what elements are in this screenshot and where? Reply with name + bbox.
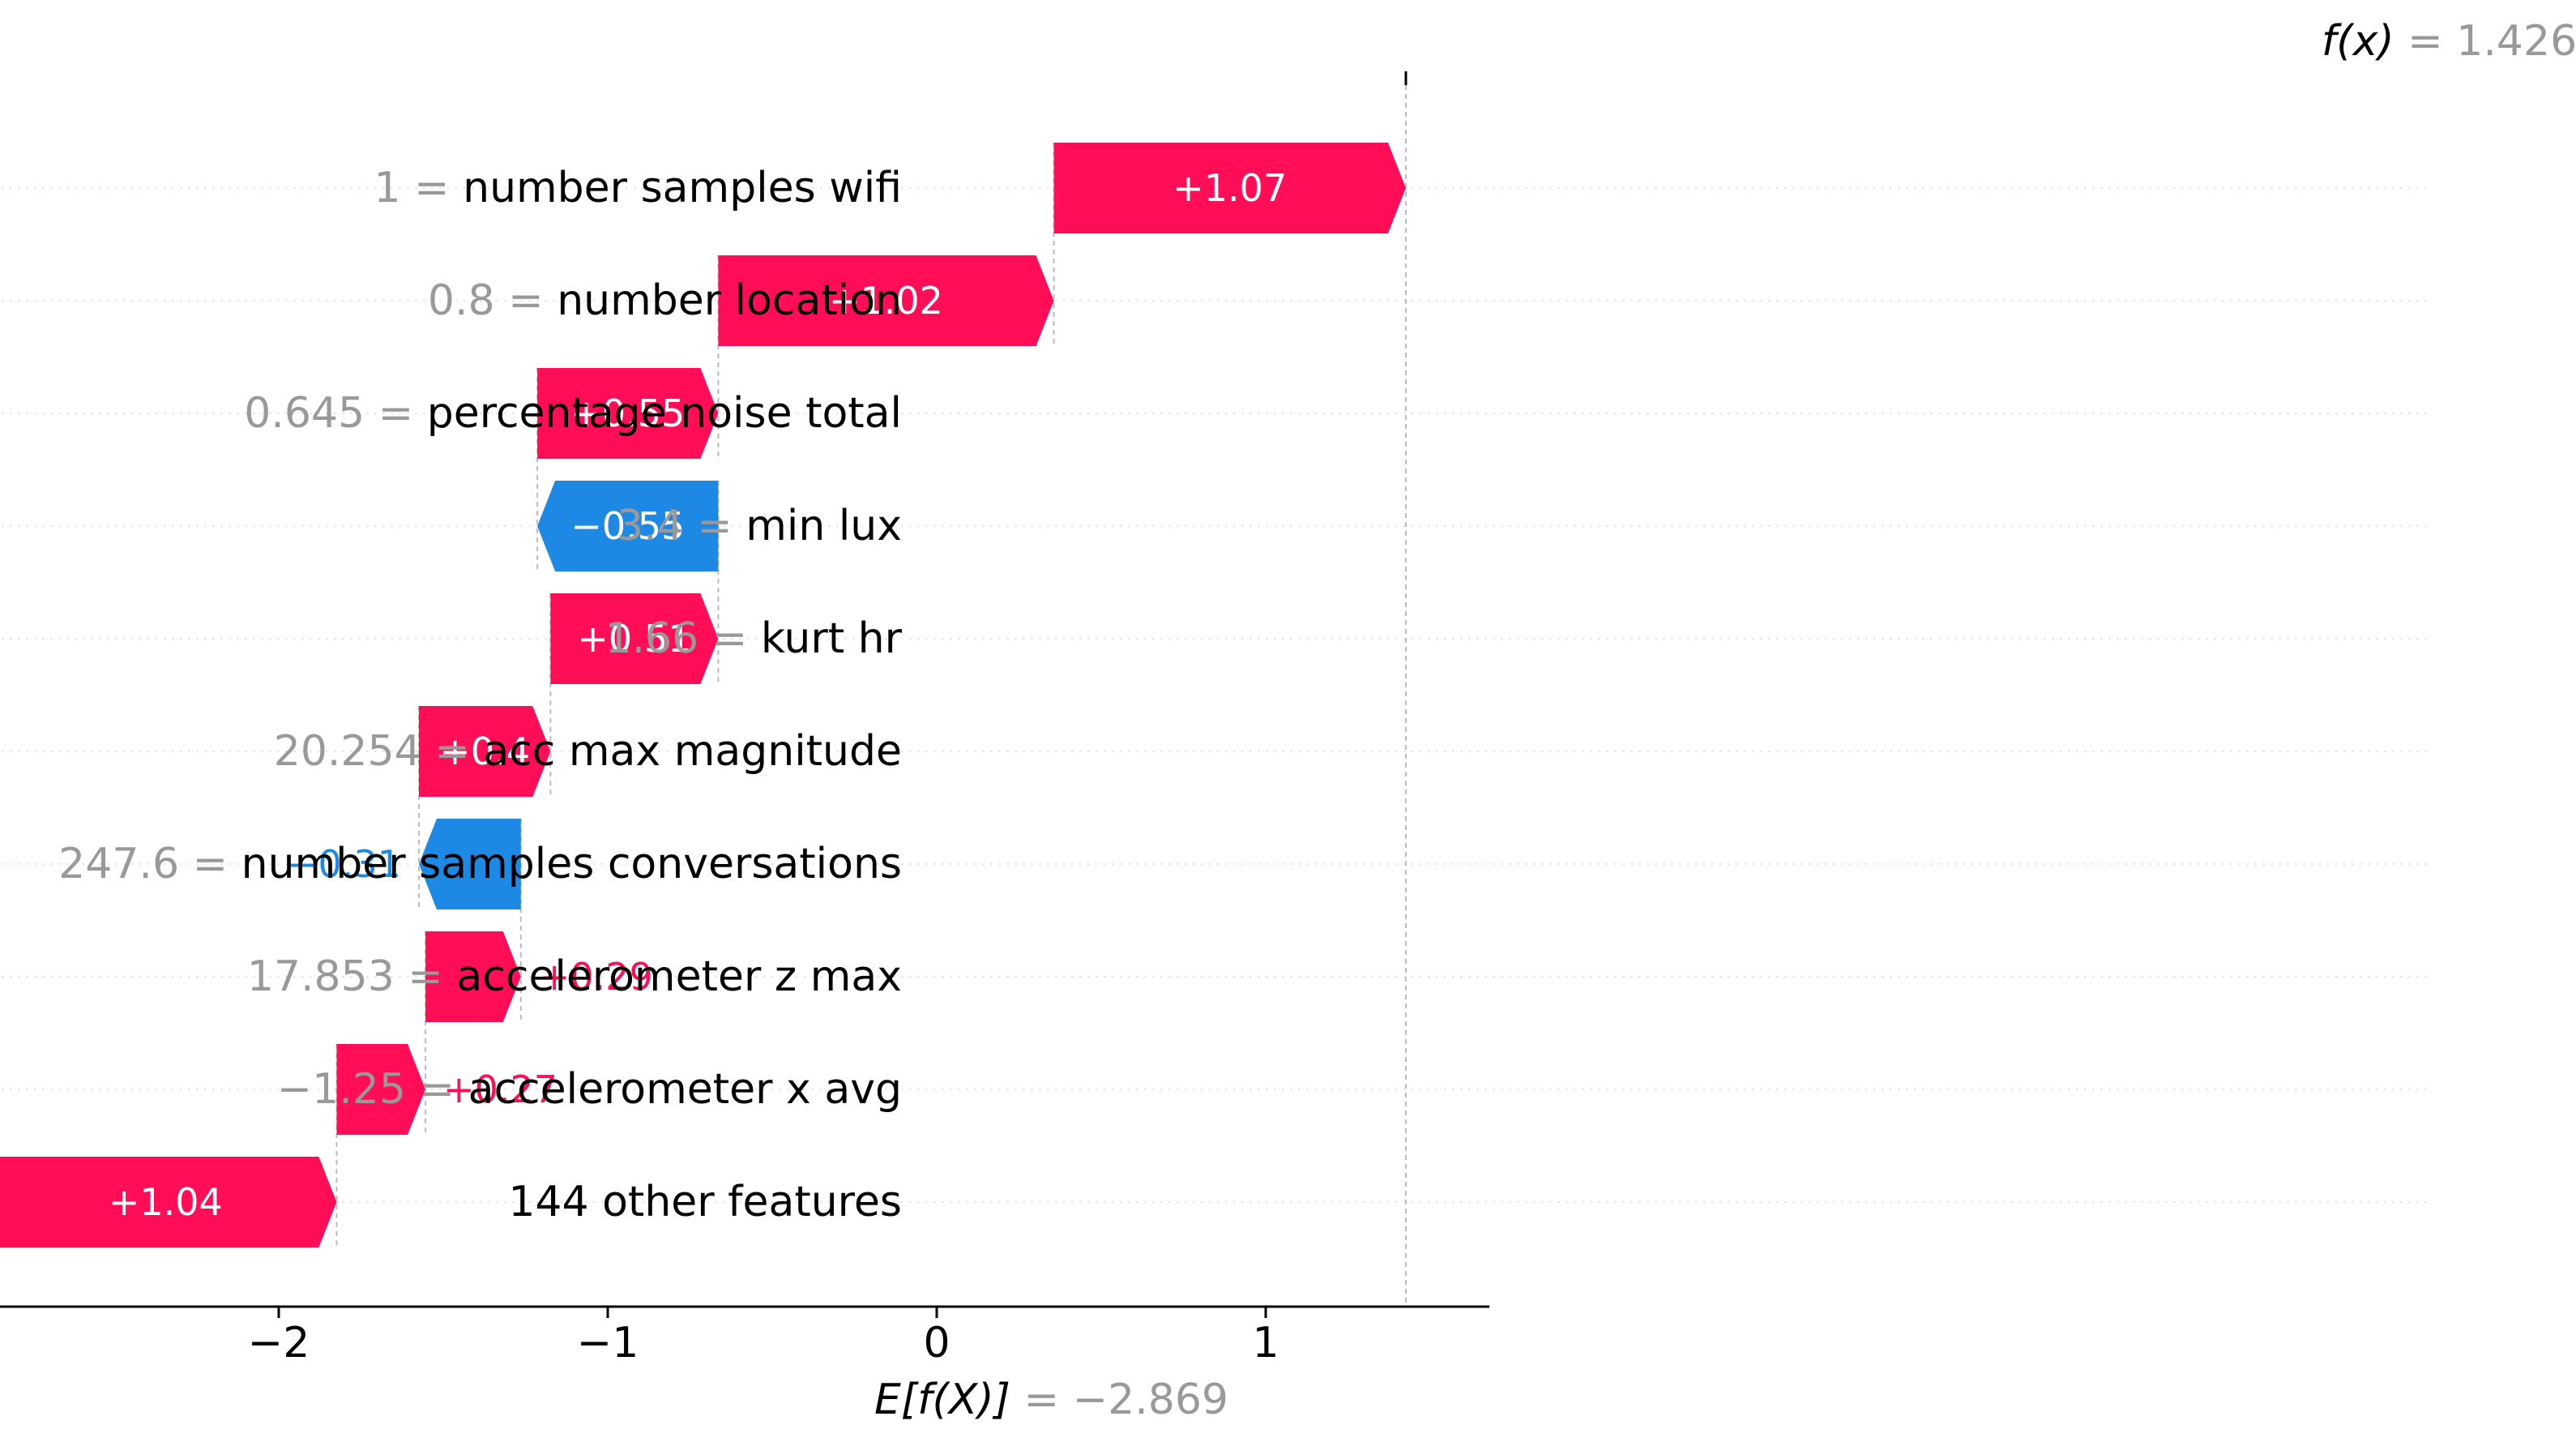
bar-value-label-2: +1.02 — [829, 279, 943, 323]
annotation-value: = 1.426 — [2394, 17, 2576, 66]
feature-value: 17.853 = — [247, 952, 457, 1001]
feature-value: 1.66 = — [604, 614, 760, 663]
feature-name: min lux — [745, 502, 902, 550]
feature-label-10: 144 other features — [508, 1178, 902, 1226]
bar-value-label-10: +1.04 — [109, 1180, 223, 1224]
bar-value-label-3: +0.55 — [570, 392, 685, 435]
annotation-value: = −2.869 — [1010, 1376, 1228, 1424]
bar-value-label-8: +0.29 — [539, 955, 653, 999]
bar-6 — [418, 706, 551, 797]
reference-lines-layer — [335, 71, 1408, 1307]
bar-value-label-1: +1.07 — [1173, 166, 1287, 210]
x-tick-label: −1 — [577, 1319, 639, 1367]
bar-2 — [718, 255, 1054, 346]
feature-name: percentage noise total — [427, 389, 902, 438]
feature-value: 247.6 = — [58, 840, 241, 888]
bar-5 — [550, 593, 719, 684]
bar-value-label-7: −0.31 — [287, 842, 401, 886]
feature-label-2: 0.8 = number location — [428, 276, 902, 325]
feature-label-8: 17.853 = accelerometer z max — [247, 952, 902, 1001]
feature-name: number samples wifi — [463, 164, 902, 212]
x-axis-layer: −2 −1 0 1 — [0, 1305, 1490, 1367]
bar-9 — [336, 1044, 426, 1135]
bar-value-label-5: +0.51 — [577, 617, 691, 661]
bar-4 — [537, 481, 719, 571]
feature-label-4: 3.4 = min lux — [617, 502, 902, 550]
feature-label-6: 20.254 = acc max magnitude — [274, 727, 902, 776]
bar-3 — [537, 368, 719, 459]
feature-value: 1 = — [374, 164, 463, 212]
x-tick-label: −2 — [248, 1319, 310, 1367]
annotations-layer: f(x) = 1.426 E[f(X)] = −2.869 — [874, 17, 2576, 1424]
bar-value-label-9: +0.27 — [443, 1068, 557, 1111]
feature-name: number location — [557, 276, 902, 325]
feature-value: 20.254 = — [274, 727, 484, 776]
feature-value: 0.645 = — [244, 389, 427, 438]
feature-name: kurt hr — [761, 614, 903, 663]
bar-10 — [0, 1157, 337, 1247]
bars-layer: +1.07 +1.02 +0.55 −0.55 +0.51 +0.4 −0.31 +0.29 +… — [0, 143, 1406, 1247]
feature-name: 144 other features — [508, 1178, 902, 1226]
feature-label-3: 0.645 = percentage noise total — [244, 389, 902, 438]
bar-value-label-4: −0.55 — [570, 504, 685, 548]
base-value-annotation: E[f(X)] = −2.869 — [874, 1376, 1228, 1424]
feature-label-9: −1.25 = accelerometer x avg — [277, 1065, 902, 1114]
bar-8 — [425, 931, 521, 1022]
feature-value: 3.4 = — [617, 502, 745, 550]
feature-label-7: 247.6 = number samples conversations — [58, 840, 902, 888]
feature-label-5: 1.66 = kurt hr — [604, 614, 902, 663]
grid-layer — [0, 187, 2431, 1203]
feature-name: accelerometer x avg — [468, 1065, 902, 1114]
annotation-label: f(x) — [2322, 17, 2394, 66]
feature-name: acc max magnitude — [483, 727, 902, 776]
feature-value: 0.8 = — [428, 276, 557, 325]
x-tick-label: 1 — [1252, 1319, 1279, 1367]
feature-labels-layer: 1 = number samples wifi 0.8 = number loca… — [58, 164, 902, 1226]
output-value-annotation: f(x) = 1.426 — [2322, 17, 2576, 66]
bar-7 — [418, 819, 521, 909]
feature-name: accelerometer z max — [456, 952, 902, 1001]
feature-name: number samples conversations — [241, 840, 902, 888]
bar-1 — [1053, 143, 1406, 233]
feature-value: −1.25 = — [277, 1065, 468, 1114]
annotation-label: E[f(X)] — [874, 1376, 1010, 1424]
bar-value-label-6: +0.4 — [439, 730, 530, 773]
feature-label-1: 1 = number samples wifi — [374, 164, 902, 212]
x-tick-label: 0 — [923, 1319, 950, 1367]
